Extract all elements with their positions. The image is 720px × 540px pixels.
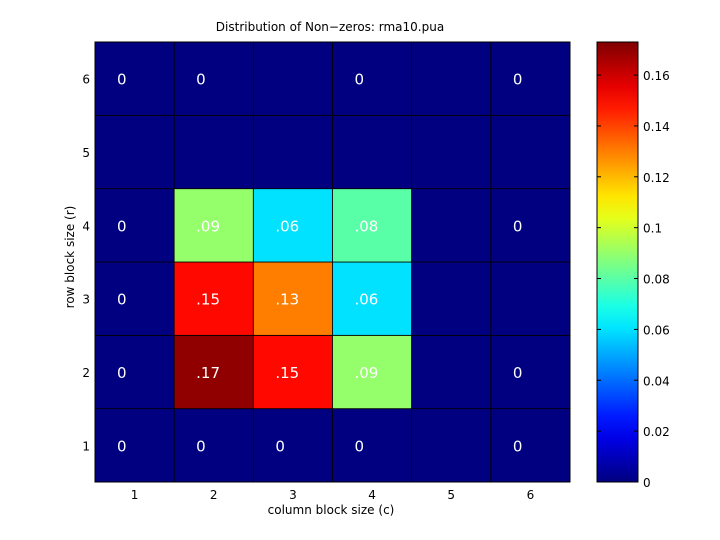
cell-value-label: .17: [196, 364, 220, 382]
heatmap-cell-r6-c6: [490, 41, 571, 116]
heatmap-cell-r2-c3: [252, 334, 333, 410]
y-tick-label: 2: [82, 366, 90, 380]
heatmap-cell-r1-c1: [94, 408, 175, 483]
heatmap-cell-r1-c6: [490, 408, 571, 483]
heatmap-cell-r3-c2: [173, 261, 254, 336]
cell-value-label: .09: [196, 217, 220, 235]
x-tick-label: 5: [447, 488, 455, 502]
cell-value-label: 0: [117, 437, 127, 455]
heatmap-cell-r3-c1: [94, 261, 175, 336]
cell-value-label: 0: [117, 291, 127, 309]
colorbar-tick-label: 0.16: [643, 69, 670, 83]
heatmap-cell-r2-c1: [94, 334, 175, 410]
heatmap-cell-r6-c2: [173, 41, 254, 116]
cell-value-label: 0: [513, 364, 523, 382]
cell-value-label: 0: [196, 71, 206, 89]
y-axis-label: row block size (r): [63, 206, 77, 309]
colorbar-ticks: 0 0.02 0.04 0.06 0.08 0.1 0.12 0.14 0.16: [597, 69, 670, 490]
heatmap-cell-r4-c5: [411, 188, 492, 263]
y-tick-label: 5: [82, 146, 90, 160]
heatmap-cell-r3-c3: [252, 261, 333, 336]
cell-value-label: 0: [355, 71, 365, 89]
heatmap-cell-r4-c6: [490, 188, 571, 263]
heatmap-cells: [94, 41, 571, 483]
heatmap-cell-r4-c1: [94, 188, 175, 263]
cell-value-label: 0: [275, 437, 285, 455]
cell-value-label: 0: [117, 71, 127, 89]
y-tick-label: 6: [82, 73, 90, 87]
y-tick-label: 1: [82, 439, 90, 453]
cell-value-label: .06: [355, 291, 379, 309]
x-tick-label: 1: [131, 488, 139, 502]
heatmap-cell-r3-c5: [411, 261, 492, 336]
cell-value-label: 0: [196, 437, 206, 455]
heatmap-cell-r1-c4: [332, 408, 413, 483]
heatmap-cell-r1-c5: [411, 408, 492, 483]
plot-frame: [94, 41, 571, 483]
heatmap-cell-r3-c6: [490, 261, 571, 336]
heatmap-cell-r4-c3: [252, 188, 333, 263]
cell-value-label: .13: [275, 291, 299, 309]
heatmap-cell-r5-c6: [490, 114, 571, 190]
heatmap-cell-r5-c1: [94, 114, 175, 190]
colorbar-tick-label: 0.08: [643, 273, 670, 287]
heatmap-cell-r6-c1: [94, 41, 175, 116]
heatmap-cell-r1-c2: [173, 408, 254, 483]
colorbar-tick-label: 0.1: [643, 222, 662, 236]
heatmap-cell-r6-c5: [411, 41, 492, 116]
colorbar-tick-label: 0.04: [643, 374, 670, 388]
chart-title: Distribution of Non−zeros: rma10.pua: [216, 20, 444, 34]
colorbar-tick-label: 0.06: [643, 323, 670, 337]
x-axis-ticks: 1 2 3 4 5 6: [131, 488, 534, 502]
colorbar-tick-label: 0.14: [643, 120, 670, 134]
cell-value-label: .06: [275, 217, 299, 235]
y-axis-ticks: 1 2 3 4 5 6: [82, 73, 90, 454]
heatmap-cell-r6-c3: [252, 41, 333, 116]
x-tick-label: 6: [527, 488, 535, 502]
heatmap-cell-r5-c3: [252, 114, 333, 190]
y-tick-label: 4: [82, 219, 90, 233]
cell-value-label: 0: [355, 437, 365, 455]
cell-value-label: 0: [117, 217, 127, 235]
colorbar-tick-label: 0.02: [643, 425, 670, 439]
heatmap-cell-r2-c6: [490, 334, 571, 410]
colorbar-tick-label: 0: [643, 476, 651, 490]
x-axis-label: column block size (c): [268, 503, 395, 517]
heatmap-cell-r1-c3: [252, 408, 333, 483]
cell-value-label: 0: [117, 364, 127, 382]
colorbar: [596, 41, 639, 483]
heatmap-cell-r2-c5: [411, 334, 492, 410]
heatmap-cell-labels: 0 0 0 0 0 0 .17 .15 .09 0 0 .15 .13 .06 0 .09 .06 .08 0 0 0 0…: [117, 71, 522, 456]
cell-value-label: .09: [355, 364, 379, 382]
heatmap-cell-r5-c4: [332, 114, 413, 190]
cell-value-label: .08: [355, 217, 379, 235]
heatmap-cell-r5-c5: [411, 114, 492, 190]
x-tick-label: 3: [289, 488, 297, 502]
heatmap-cell-r3-c4: [332, 261, 413, 336]
heatmap-cell-r6-c4: [332, 41, 413, 116]
cell-value-label: .15: [196, 291, 220, 309]
heatmap-cell-r4-c2: [173, 188, 254, 263]
cell-value-label: .15: [275, 364, 299, 382]
cell-value-label: 0: [513, 71, 523, 89]
y-tick-label: 3: [82, 293, 90, 307]
colorbar-tick-label: 0.12: [643, 171, 670, 185]
heatmap-cell-r2-c2: [173, 334, 254, 410]
x-tick-label: 2: [210, 488, 218, 502]
heatmap-cell-r5-c2: [173, 114, 254, 190]
cell-value-label: 0: [513, 217, 523, 235]
cell-value-label: 0: [513, 437, 523, 455]
x-tick-label: 4: [368, 488, 376, 502]
heatmap-cell-r4-c4: [332, 188, 413, 263]
